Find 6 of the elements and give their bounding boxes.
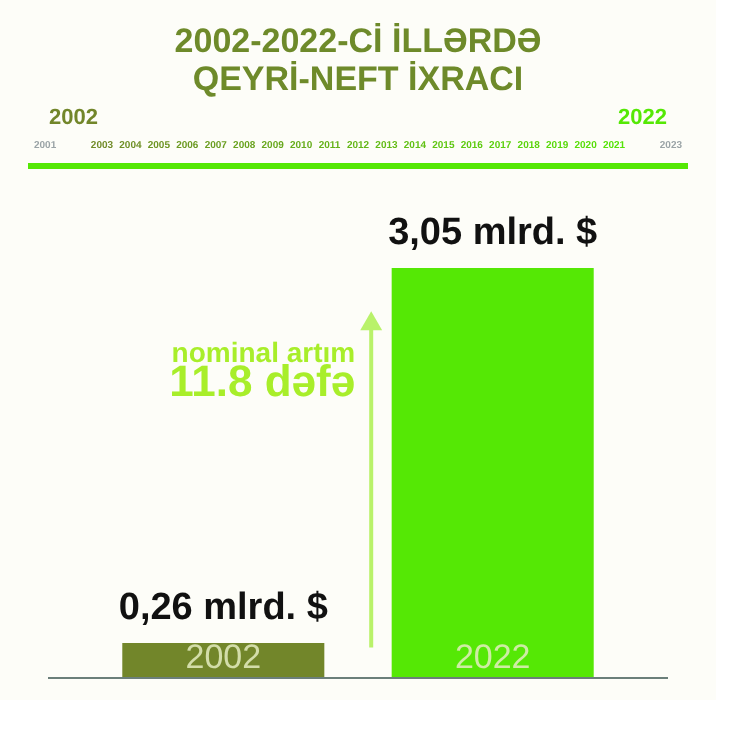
annotation: 2002 [185,638,262,676]
chart-title: 2002-2022-Cİ İLLƏRDƏ QEYRİ-NEFT İXRACI [174,22,542,98]
annotation: 2022 [454,638,531,676]
annotation: nominal artım 11.8 dəfə [169,336,356,406]
data-label: 0,26 mlrd. $ [118,587,329,630]
data-label: 3,05 mlrd. $ [388,212,599,254]
